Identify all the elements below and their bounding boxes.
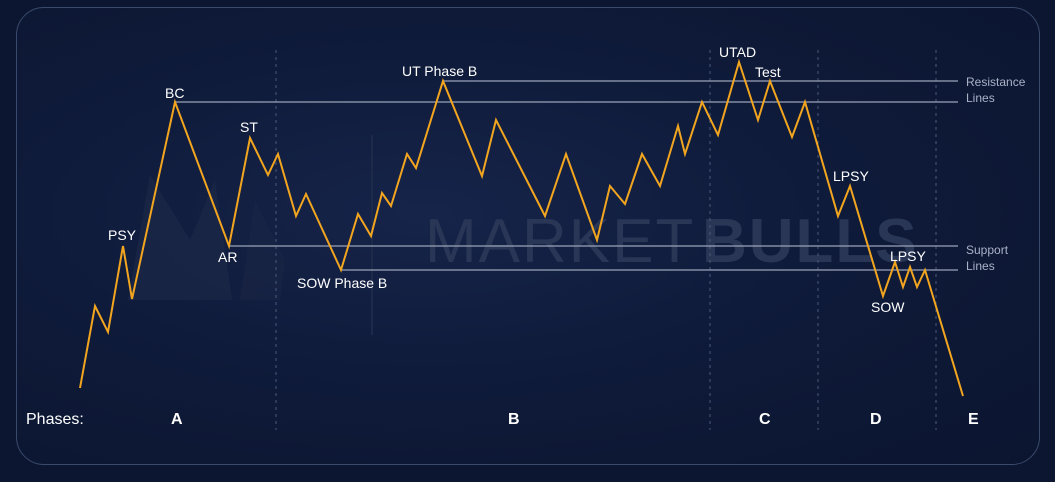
watermark-text-light: MARKET [425, 207, 695, 276]
label-bc: BC [165, 85, 184, 101]
phases-title: Phases: [26, 411, 84, 428]
watermark-logo [128, 175, 285, 300]
label-utad: UTAD [719, 44, 756, 60]
label-st: ST [240, 119, 258, 135]
legend-support-line1: Support [966, 243, 1009, 257]
label-lpsy-1: LPSY [833, 168, 869, 184]
price-path [79, 58, 964, 397]
phase-c: C [759, 411, 771, 428]
legend-resistance-line1: Resistance [966, 75, 1026, 89]
phase-e: E [968, 411, 979, 428]
label-test: Test [755, 64, 781, 80]
phase-a: A [171, 411, 183, 428]
label-sow-phase-b: SOW Phase B [297, 275, 387, 291]
label-ar: AR [218, 249, 237, 265]
phase-d: D [870, 411, 882, 428]
label-ut-phase-b: UT Phase B [402, 63, 477, 79]
bull-logo-icon [128, 175, 232, 300]
bull-logo-icon-part [240, 200, 285, 300]
watermark-text-bold: BULLS [702, 207, 919, 276]
label-psy: PSY [108, 227, 137, 243]
level-lines [175, 80, 958, 271]
legend-support-line2: Lines [966, 259, 995, 273]
label-sow: SOW [871, 299, 905, 315]
phase-dividers [275, 50, 937, 430]
phase-b: B [508, 411, 520, 428]
legend-resistance-line2: Lines [966, 91, 995, 105]
label-lpsy-2: LPSY [890, 248, 926, 264]
